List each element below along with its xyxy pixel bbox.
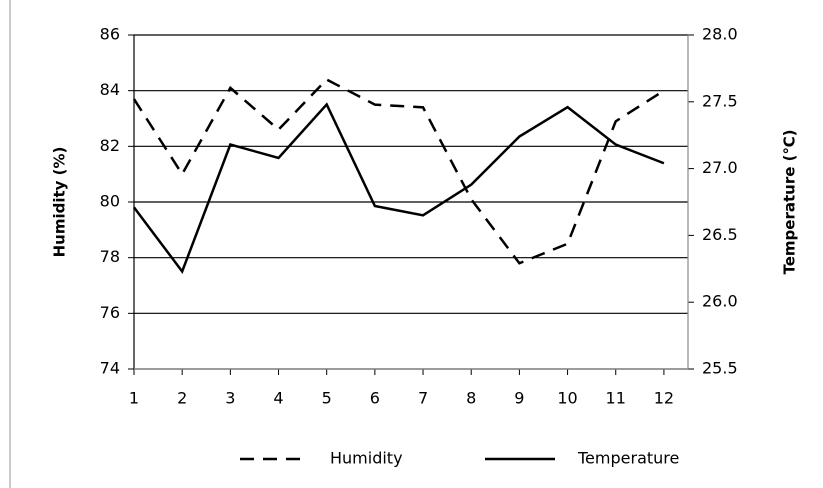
y2-tick-label: 27.0 — [702, 158, 738, 177]
x-tick-label: 4 — [273, 389, 283, 408]
y-tick-label: 78 — [100, 247, 120, 266]
x-tick-label: 8 — [466, 389, 476, 408]
y-tick-label: 86 — [100, 25, 120, 44]
legend-label: Temperature — [577, 449, 679, 468]
y2-tick-label: 26.5 — [702, 225, 738, 244]
series-line — [133, 102, 665, 275]
x-tick-label: 9 — [514, 389, 524, 408]
x-tick-label: 5 — [322, 389, 332, 408]
y-tick-label: 82 — [100, 136, 120, 155]
x-tick-label: 3 — [225, 389, 235, 408]
x-tick-label: 10 — [557, 389, 577, 408]
y-tick-label: 84 — [100, 80, 120, 99]
x-tick-label: 1 — [129, 389, 139, 408]
y-tick-label: 80 — [100, 192, 120, 211]
y2-tick-label: 28.0 — [702, 25, 738, 44]
x-tick-label: 12 — [654, 389, 674, 408]
y-axis-title: Humidity (%) — [51, 147, 69, 258]
x-tick-label: 7 — [418, 389, 428, 408]
y2-tick-label: 26.0 — [702, 292, 738, 311]
x-tick-label: 2 — [177, 389, 187, 408]
y-tick-label: 76 — [100, 303, 120, 322]
y2-tick-label: 25.5 — [702, 359, 738, 378]
series-line — [132, 77, 665, 265]
x-tick-label: 6 — [370, 389, 380, 408]
y-tick-label: 74 — [100, 359, 120, 378]
y2-tick-label: 27.5 — [702, 91, 738, 110]
y2-axis-title: Temperature (℃) — [781, 130, 799, 275]
x-tick-label: 11 — [606, 389, 626, 408]
legend-label: Humidity — [330, 449, 403, 468]
